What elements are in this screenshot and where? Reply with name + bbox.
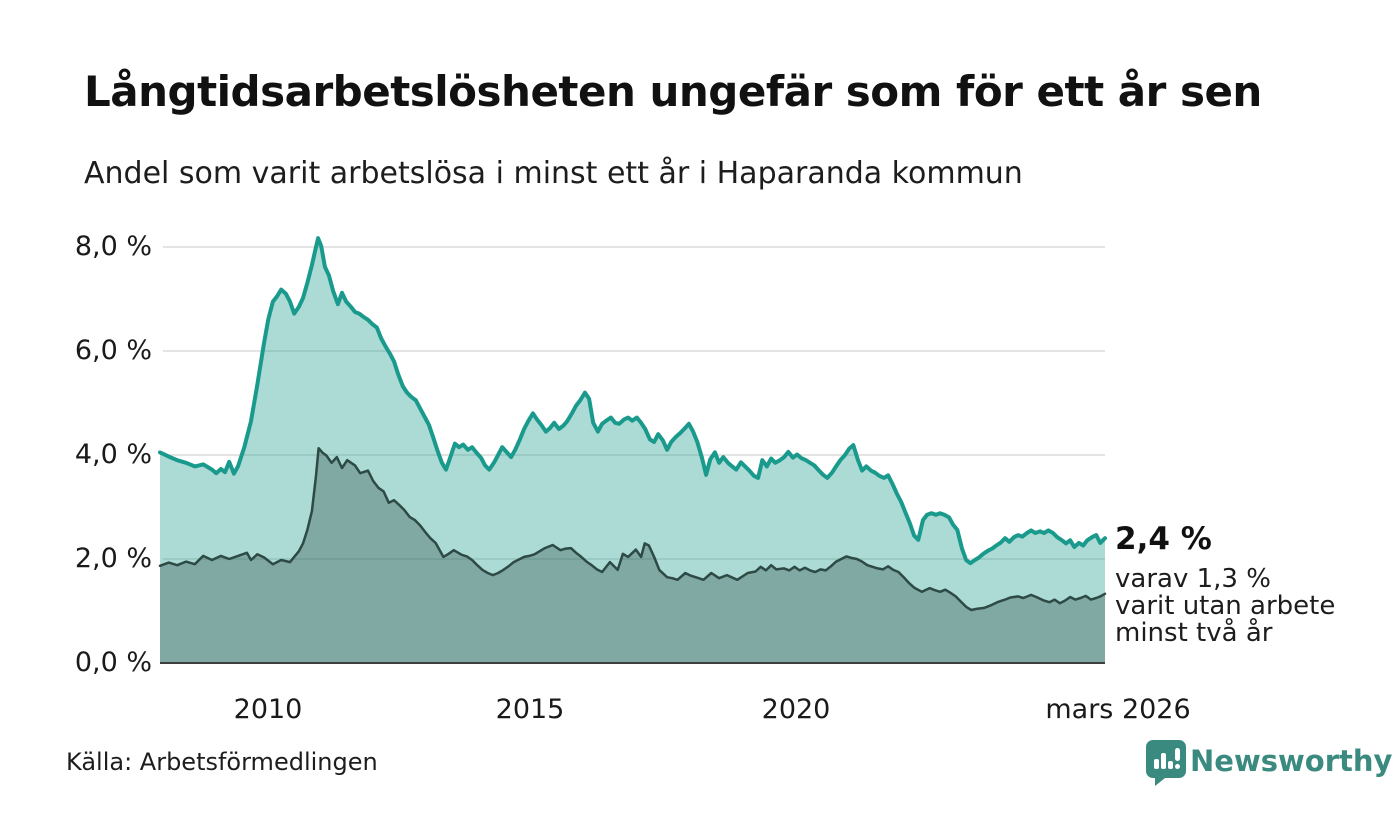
line-series-1 [158,446,1107,612]
newsworthy-logo-icon [1146,740,1186,786]
x-tick-2020: 2020 [761,694,831,725]
y-tick-6: 6,0 % [74,335,152,366]
y-tick-4: 4,0 % [74,439,152,470]
y-tick-0: 0,0 % [74,647,152,678]
y-tick-8: 8,0 % [74,231,152,262]
area-series-1 [160,448,1105,663]
page-subtitle: Andel som varit arbetslösa i minst ett å… [84,156,1023,191]
latest-value-label: 2,4 % [1115,521,1212,557]
newsworthy-logo-text: Newsworthy [1190,744,1393,778]
x-tick-2015: 2015 [495,694,565,725]
page-title: Långtidsarbetslösheten ungefär som för e… [84,67,1262,116]
area-series-0 [160,238,1105,663]
x-tick-mars-2026: mars 2026 [1045,694,1191,725]
annotation-line-1: varav 1,3 % [1115,564,1271,594]
source-attribution: Källa: Arbetsförmedlingen [66,748,378,776]
x-tick-2010: 2010 [233,694,303,725]
y-tick-2: 2,0 % [74,543,152,574]
annotation-line-3: minst två år [1115,618,1273,648]
line-series-0 [158,236,1107,566]
annotation-line-2: varit utan arbete [1115,591,1336,621]
